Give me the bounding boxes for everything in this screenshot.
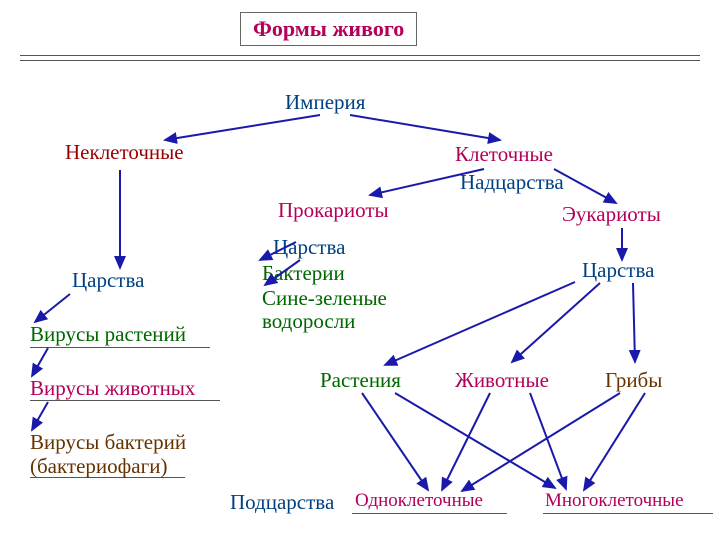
node-fungi: Грибы xyxy=(605,368,662,393)
node-unicellular: Одноклеточные xyxy=(355,490,483,512)
node-kingdoms-right: Царства xyxy=(582,258,654,283)
arrow xyxy=(530,393,566,489)
arrow xyxy=(32,402,48,430)
node-plants: Растения xyxy=(320,368,401,393)
node-multicellular: Многоклеточные xyxy=(545,490,684,512)
rule-line xyxy=(30,347,210,348)
node-subkingdoms: Подцарства xyxy=(230,490,334,515)
title-box: Формы живого xyxy=(240,12,417,46)
arrow xyxy=(35,294,70,322)
node-virus-bacteria-2: (бактериофаги) xyxy=(30,454,167,479)
arrow xyxy=(462,393,620,491)
rule-line xyxy=(352,513,507,514)
node-kingdoms-center: Царства xyxy=(273,235,345,260)
node-noncellular: Неклеточные xyxy=(65,140,184,165)
arrow xyxy=(350,115,500,140)
diagram-title: Формы живого xyxy=(253,16,404,41)
arrow xyxy=(512,283,600,362)
node-prokaryotes: Прокариоты xyxy=(278,198,389,223)
node-animals: Животные xyxy=(455,368,549,393)
rule-line xyxy=(543,513,713,514)
node-virus-plants: Вирусы растений xyxy=(30,322,186,347)
node-superkingdoms: Надцарства xyxy=(460,170,564,195)
node-cellular: Клеточные xyxy=(455,142,553,167)
arrow xyxy=(442,393,490,490)
node-empire: Империя xyxy=(285,90,365,115)
arrow xyxy=(165,115,320,140)
node-kingdoms-left: Царства xyxy=(72,268,144,293)
rule-line xyxy=(20,60,700,61)
node-bacteria: Бактерии xyxy=(262,261,345,286)
arrow xyxy=(362,393,428,490)
node-eukaryotes: Эукариоты xyxy=(562,202,661,227)
arrow xyxy=(584,393,645,490)
arrow xyxy=(633,283,635,362)
rule-line xyxy=(20,55,700,56)
node-virus-animals: Вирусы животных xyxy=(30,376,195,401)
arrow xyxy=(32,348,48,376)
node-cyanobacteria: Сине-зеленые водоросли xyxy=(262,287,432,333)
arrow xyxy=(395,393,555,488)
node-virus-bacteria-1: Вирусы бактерий xyxy=(30,430,186,455)
